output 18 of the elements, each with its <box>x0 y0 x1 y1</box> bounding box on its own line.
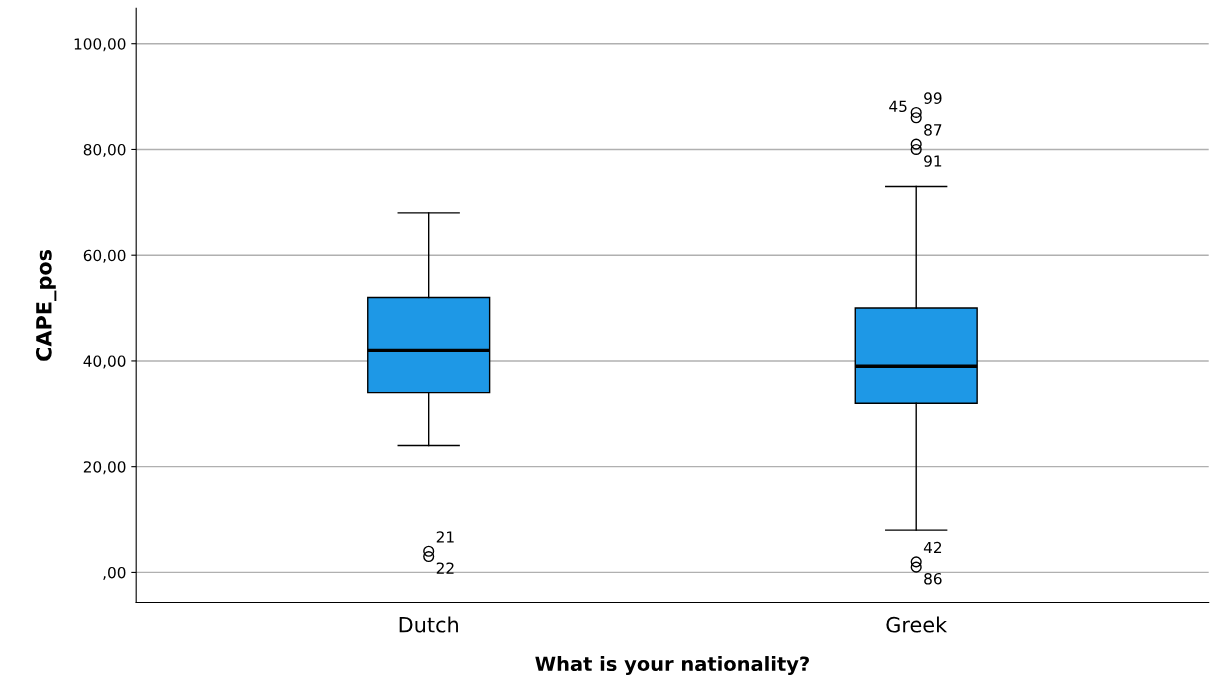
y-axis-title: CAPE_pos <box>35 249 57 361</box>
x-tick-label: Greek <box>886 616 948 633</box>
annotation: 21 <box>436 531 454 543</box>
x-axis-title: What is your nationality? <box>535 656 809 676</box>
annotation: 22 <box>436 562 454 574</box>
annotation: 87 <box>924 124 942 136</box>
annotation: 86 <box>924 572 942 585</box>
x-tick-label: Dutch <box>399 616 458 633</box>
annotation: 42 <box>923 541 942 554</box>
y-tick-label: 80,00 <box>83 143 126 158</box>
annotation: 99 <box>924 92 942 104</box>
y-tick-label: 100,00 <box>74 38 126 52</box>
y-tick-label: 60,00 <box>83 249 126 263</box>
y-tick-label: 40,00 <box>83 355 126 369</box>
y-tick-label: 20,00 <box>83 461 126 475</box>
annotation: 91 <box>924 155 942 167</box>
annotation: 45 <box>889 100 907 112</box>
y-tick-label: ,00 <box>103 566 126 580</box>
